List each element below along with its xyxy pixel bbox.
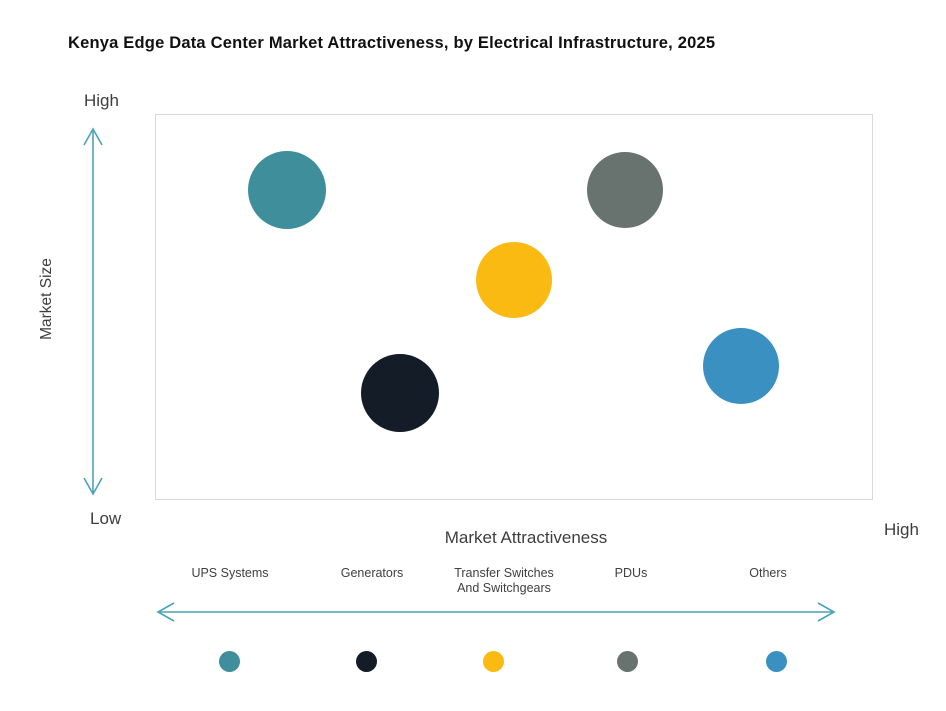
x-axis-title: Market Attractiveness xyxy=(444,528,608,547)
y-axis-title: Market Size xyxy=(38,258,55,340)
bubble-pdus xyxy=(587,152,664,229)
bubble-generators xyxy=(360,354,439,433)
legend-dot-generators xyxy=(355,651,377,672)
legend-dot-transfer-switches-and-switchgears xyxy=(482,651,504,672)
chart-title: Kenya Edge Data Center Market Attractive… xyxy=(68,34,716,52)
category-label-ups-systems: UPS Systems xyxy=(191,566,269,580)
category-label-generators: Generators xyxy=(340,566,404,580)
y-axis-high-label: High xyxy=(84,91,119,110)
legend-dot-ups-systems xyxy=(218,651,240,672)
category-label-others: Others xyxy=(749,566,787,580)
category-label-pdus: PDUs xyxy=(614,566,648,580)
bubble-ups-systems xyxy=(248,151,327,230)
x-axis-high-label: High xyxy=(884,520,919,539)
bubble-others xyxy=(702,328,779,405)
bubble-transfer-switches-and-switchgears xyxy=(476,241,552,318)
legend-dot-others xyxy=(765,651,787,672)
category-label-transfer-switches-and-switchgears: Transfer Switches And Switchgears xyxy=(454,566,554,595)
y-axis-low-label: Low xyxy=(90,509,122,528)
legend-dot-pdus xyxy=(616,651,638,672)
